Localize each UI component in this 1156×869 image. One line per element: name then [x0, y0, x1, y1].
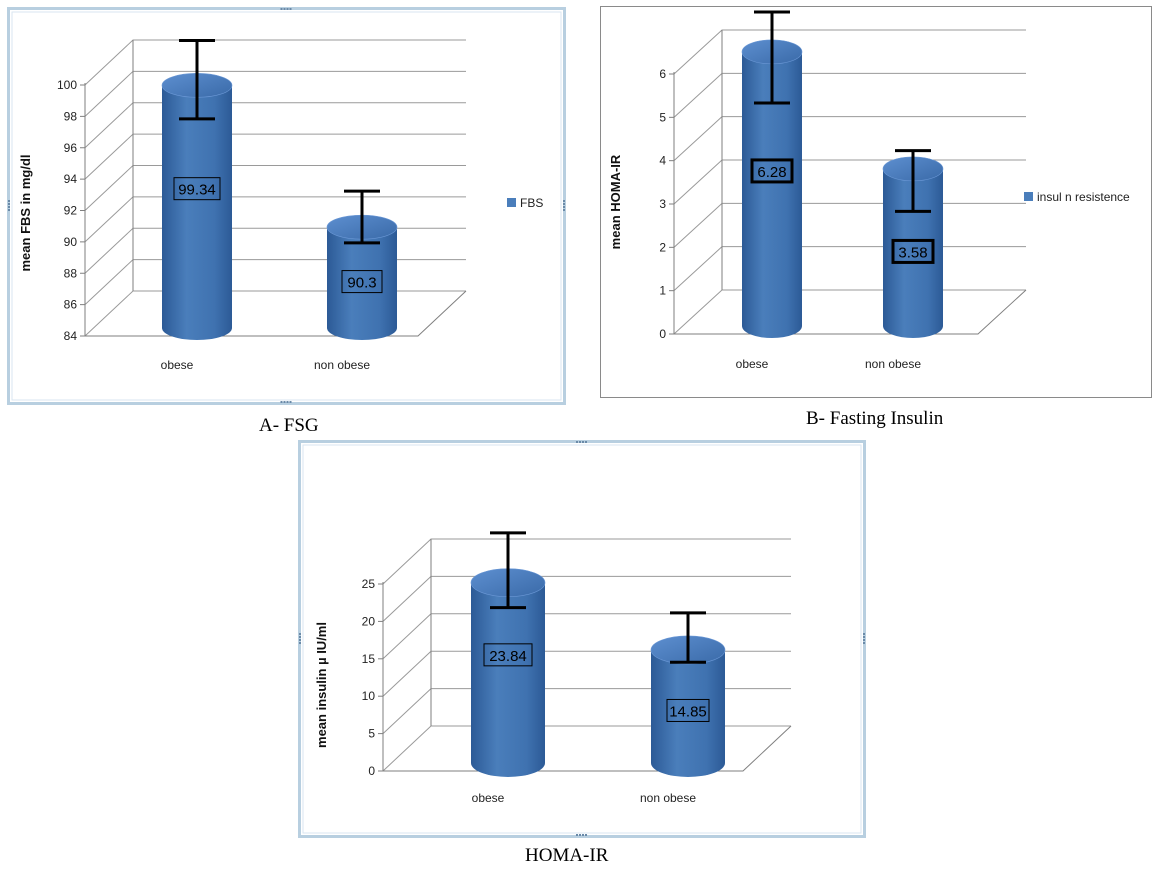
chart-panel-homa: 0 1 2 3 4 5 6 mean HOMA-IR 6.28 obese 3.58 non obes… — [600, 6, 1152, 398]
chart-panel-insulin: 0 5 10 15 20 25 mean insulin µ IU/ml 23.84 obese… — [298, 440, 866, 838]
bar-body — [471, 582, 545, 777]
frame-handle — [563, 206, 565, 208]
y-tick-label: 90 — [64, 235, 78, 249]
y-tick-label: 10 — [362, 689, 376, 703]
frame-handle — [579, 834, 581, 836]
data-label: 90.3 — [347, 275, 376, 292]
data-label: 14.85 — [669, 703, 707, 720]
legend-swatch — [1024, 192, 1033, 201]
frame-handle — [280, 401, 283, 403]
frame-handle — [863, 636, 865, 638]
frame-handle — [863, 639, 865, 641]
x-tick-label: obese — [472, 791, 505, 805]
y-axis-label: mean insulin µ IU/ml — [314, 622, 329, 748]
legend-label: FBS — [520, 196, 543, 210]
bar-obese — [741, 39, 803, 338]
frame-handle — [563, 209, 565, 211]
bar-body — [742, 51, 802, 338]
frame-handle — [299, 642, 301, 644]
frame-handle — [283, 401, 286, 403]
y-tick-label: 92 — [64, 204, 78, 218]
chart-svg: 0 5 10 15 20 25 mean insulin µ IU/ml 23.84 obese… — [298, 440, 866, 838]
y-tick-label: 84 — [64, 329, 78, 343]
bar-body — [651, 649, 725, 777]
data-label-box — [483, 643, 533, 667]
y-tick-label: 3 — [659, 197, 666, 211]
data-label: 23.84 — [489, 648, 527, 665]
frame-handle — [286, 8, 289, 10]
chart-panel-fbs: 84 86 88 90 92 94 96 98 100 mean FBS in mg/dl 99.3… — [7, 7, 566, 405]
frame-handle — [863, 642, 865, 644]
frame-handle — [8, 206, 10, 208]
x-tick-label: non obese — [640, 791, 696, 805]
y-tick-label: 20 — [362, 614, 376, 628]
y-tick-label: 100 — [57, 78, 77, 92]
legend-label: insul n resistence — [1037, 190, 1130, 204]
y-tick-label: 96 — [64, 141, 78, 155]
frame-handle — [280, 8, 283, 10]
x-tick-label: non obese — [314, 358, 370, 372]
frame-handle — [8, 209, 10, 211]
frame-handle — [299, 636, 301, 638]
frame-handle — [582, 441, 584, 443]
y-tick-label: 4 — [659, 154, 666, 168]
caption-b: B- Fasting Insulin — [806, 408, 944, 429]
y-tick-label: 88 — [64, 266, 78, 280]
y-tick-label: 0 — [368, 764, 375, 778]
data-label: 3.58 — [898, 244, 927, 261]
frame-handle — [289, 401, 292, 403]
legend-swatch — [507, 198, 516, 207]
frame-handle — [576, 834, 578, 836]
data-label-box — [341, 270, 383, 294]
data-label: 6.28 — [757, 164, 786, 181]
frame-handle — [299, 639, 301, 641]
caption-c: HOMA-IR — [525, 845, 609, 866]
frame-handle — [563, 203, 565, 205]
chart-svg: 84 86 88 90 92 94 96 98 100 mean FBS in mg/dl 99.3… — [7, 7, 566, 405]
bar-body — [327, 227, 397, 340]
x-tick-label: non obese — [865, 357, 921, 371]
y-tick-label: 0 — [659, 327, 666, 341]
y-tick-label: 25 — [362, 577, 376, 591]
y-tick-label: 5 — [368, 727, 375, 741]
y-tick-label: 2 — [659, 240, 666, 254]
frame-handle — [585, 834, 587, 836]
chart-svg: 0 1 2 3 4 5 6 mean HOMA-IR 6.28 obese 3.58 non obes… — [600, 6, 1152, 398]
frame-handle — [8, 200, 10, 202]
y-axis-label: mean HOMA-IR — [608, 154, 623, 249]
data-label-box — [891, 238, 935, 264]
y-tick-label: 1 — [659, 284, 666, 298]
frame-handle — [299, 633, 301, 635]
frame-handle — [286, 401, 289, 403]
data-label-box — [666, 698, 710, 722]
bar-body — [162, 85, 232, 340]
frame-handle — [582, 834, 584, 836]
x-tick-label: obese — [736, 357, 769, 371]
y-tick-label: 94 — [64, 172, 78, 186]
frame-handle — [585, 441, 587, 443]
y-tick-label: 86 — [64, 298, 78, 312]
y-tick-label: 5 — [659, 110, 666, 124]
data-label-box — [750, 158, 794, 184]
y-tick-label: 98 — [64, 109, 78, 123]
y-tick-label: 15 — [362, 652, 376, 666]
frame-handle — [283, 8, 286, 10]
frame-handle — [863, 633, 865, 635]
data-label-box — [173, 177, 221, 201]
frame-handle — [576, 441, 578, 443]
chart-frame — [600, 6, 1152, 398]
y-axis-label: mean FBS in mg/dl — [18, 154, 33, 271]
frame-handle — [563, 200, 565, 202]
x-tick-label: obese — [161, 358, 194, 372]
frame-handle — [289, 8, 292, 10]
data-label: 99.34 — [178, 182, 216, 199]
caption-a: A- FSG — [259, 415, 319, 436]
chart-frame — [7, 7, 566, 405]
frame-handle — [8, 203, 10, 205]
chart-frame — [298, 440, 866, 838]
y-tick-label: 6 — [659, 67, 666, 81]
frame-handle — [579, 441, 581, 443]
